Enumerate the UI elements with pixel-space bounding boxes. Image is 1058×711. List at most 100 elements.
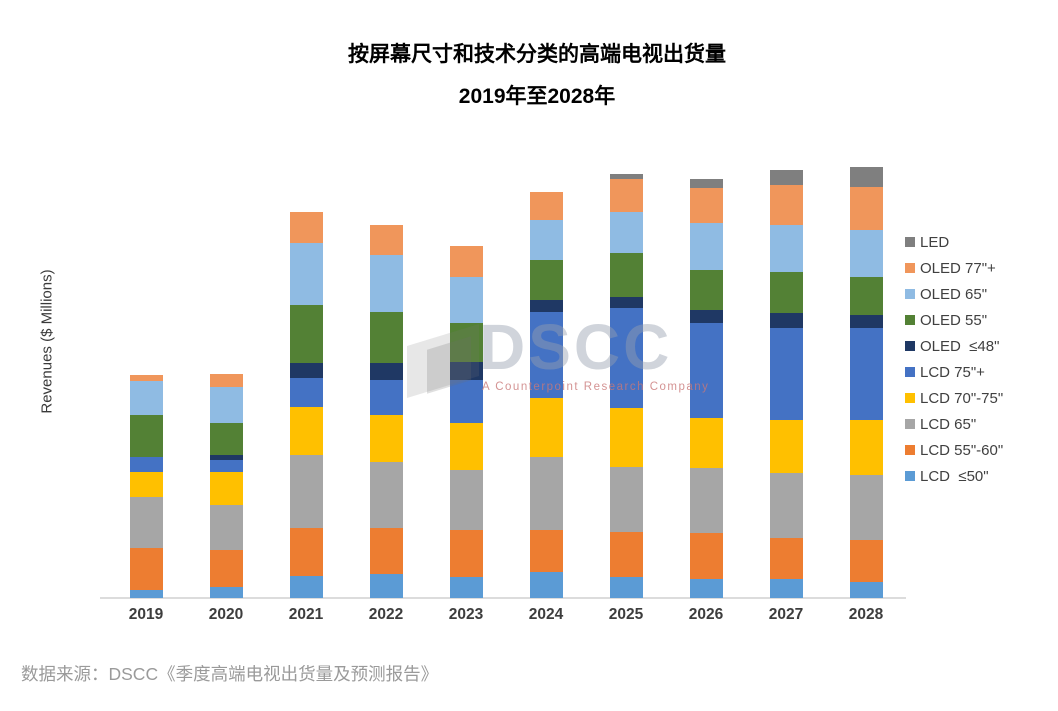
- bar-segment-lcd-50-2019: [129, 590, 163, 598]
- legend-label: LCD 55"-60": [920, 441, 1004, 459]
- bar-segment-lcd-55-60-2028: [849, 540, 883, 582]
- legend-item-oled-65: OLED 65": [905, 281, 1003, 307]
- bar-segment-lcd-65-2027: [769, 473, 803, 538]
- bar-segment-oled-65-2027: [769, 225, 803, 272]
- bar-segment-lcd-75-2019: [129, 457, 163, 472]
- legend-swatch-icon: [905, 315, 915, 325]
- bar-segment-lcd-55-60-2025: [609, 532, 643, 577]
- bar-segment-lcd-55-60-2021: [289, 528, 323, 576]
- bar-segment-lcd-50-2027: [769, 579, 803, 598]
- bar-segment-lcd-55-60-2027: [769, 538, 803, 579]
- legend-swatch-icon: [905, 393, 915, 403]
- bar-segment-oled-65-2022: [369, 255, 403, 312]
- bar-segment-oled-55-2019: [129, 415, 163, 457]
- legend-swatch-icon: [905, 289, 915, 299]
- bar-segment-led-2026: [689, 179, 723, 188]
- bar-segment-oled-65-2028: [849, 230, 883, 277]
- bar-segment-oled-48-2020: [209, 455, 243, 460]
- x-tick-2028: 2028: [848, 606, 884, 623]
- bar-segment-lcd-50-2021: [289, 576, 323, 598]
- bar-segment-oled-77-2023: [449, 246, 483, 277]
- bar-segment-lcd-70-75-2022: [369, 415, 403, 462]
- bar-segment-lcd-55-60-2019: [129, 548, 163, 590]
- bar-2019: [129, 375, 163, 598]
- bar-segment-oled-77-2025: [609, 179, 643, 212]
- bar-segment-oled-48-2024: [529, 300, 563, 312]
- bar-segment-oled-77-2026: [689, 188, 723, 223]
- bar-segment-lcd-70-75-2020: [209, 472, 243, 505]
- legend-swatch-icon: [905, 341, 915, 351]
- legend-swatch-icon: [905, 445, 915, 455]
- legend-label: OLED 77"+: [920, 259, 996, 277]
- bar-segment-lcd-55-60-2023: [449, 530, 483, 577]
- bar-segment-led-2028: [849, 167, 883, 187]
- bar-segment-oled-65-2026: [689, 223, 723, 270]
- bar-segment-lcd-75-2025: [609, 308, 643, 408]
- bar-segment-lcd-55-60-2020: [209, 550, 243, 587]
- bar-2022: [369, 225, 403, 598]
- bar-segment-oled-77-2022: [369, 225, 403, 255]
- legend-label: LCD 75"+: [920, 363, 985, 381]
- source-note: 数据来源：DSCC《季度高端电视出货量及预测报告》: [21, 664, 439, 684]
- x-tick-2023: 2023: [448, 606, 484, 623]
- bar-segment-lcd-50-2020: [209, 587, 243, 598]
- bar-segment-lcd-65-2020: [209, 505, 243, 550]
- bar-2025: [609, 174, 643, 598]
- legend-item-lcd-50: LCD ≤50": [905, 463, 1003, 489]
- legend-item-led: LED: [905, 229, 1003, 255]
- bar-segment-lcd-70-75-2023: [449, 423, 483, 470]
- x-tick-2025: 2025: [608, 606, 644, 623]
- chart-title-line1: 按屏幕尺寸和技术分类的高端电视出货量: [348, 43, 726, 66]
- bar-segment-lcd-50-2026: [689, 579, 723, 598]
- bar-segment-oled-65-2019: [129, 381, 163, 415]
- x-axis-line: [100, 597, 906, 599]
- bar-segment-oled-65-2025: [609, 212, 643, 253]
- legend-label: LCD ≤50": [920, 467, 989, 485]
- bar-segment-lcd-75-2026: [689, 323, 723, 418]
- bar-2027: [769, 170, 803, 598]
- bar-segment-lcd-50-2022: [369, 574, 403, 598]
- bar-segment-oled-48-2022: [369, 363, 403, 380]
- bar-segment-lcd-75-2020: [209, 460, 243, 472]
- bar-2024: [529, 192, 563, 598]
- legend-swatch-icon: [905, 419, 915, 429]
- bar-segment-oled-65-2024: [529, 220, 563, 260]
- bar-segment-lcd-65-2023: [449, 470, 483, 530]
- bar-segment-lcd-75-2028: [849, 328, 883, 420]
- bar-segment-oled-65-2023: [449, 277, 483, 323]
- bar-segment-oled-77-2019: [129, 375, 163, 381]
- bar-2020: [209, 374, 243, 598]
- legend-item-oled-77: OLED 77"+: [905, 255, 1003, 281]
- bar-segment-lcd-75-2021: [289, 378, 323, 407]
- legend-item-lcd-65: LCD 65": [905, 411, 1003, 437]
- bar-segment-lcd-65-2025: [609, 467, 643, 532]
- x-tick-2020: 2020: [208, 606, 244, 623]
- legend-label: OLED ≤48": [920, 337, 1000, 355]
- bar-segment-lcd-70-75-2019: [129, 472, 163, 497]
- bar-segment-oled-48-2021: [289, 363, 323, 378]
- bar-segment-led-2027: [769, 170, 803, 185]
- bar-segment-lcd-50-2023: [449, 577, 483, 598]
- bar-segment-lcd-70-75-2025: [609, 408, 643, 467]
- bar-segment-lcd-65-2021: [289, 455, 323, 528]
- bar-segment-lcd-75-2027: [769, 328, 803, 420]
- bar-segment-oled-48-2028: [849, 315, 883, 328]
- bar-segment-oled-55-2022: [369, 312, 403, 363]
- bar-segment-lcd-70-75-2026: [689, 418, 723, 468]
- legend-item-lcd-75: LCD 75"+: [905, 359, 1003, 385]
- legend-label: LCD 65": [920, 415, 977, 433]
- legend-item-lcd-70-75: LCD 70"-75": [905, 385, 1003, 411]
- bar-segment-lcd-55-60-2024: [529, 530, 563, 572]
- bar-2028: [849, 167, 883, 598]
- bar-segment-oled-55-2024: [529, 260, 563, 300]
- bar-2021: [289, 212, 323, 598]
- bar-segment-lcd-55-60-2026: [689, 533, 723, 579]
- bar-segment-oled-77-2028: [849, 187, 883, 230]
- x-tick-2026: 2026: [688, 606, 724, 623]
- bar-segment-oled-65-2020: [209, 387, 243, 423]
- x-tick-2021: 2021: [288, 606, 324, 623]
- bar-segment-lcd-65-2019: [129, 497, 163, 548]
- legend-swatch-icon: [905, 471, 915, 481]
